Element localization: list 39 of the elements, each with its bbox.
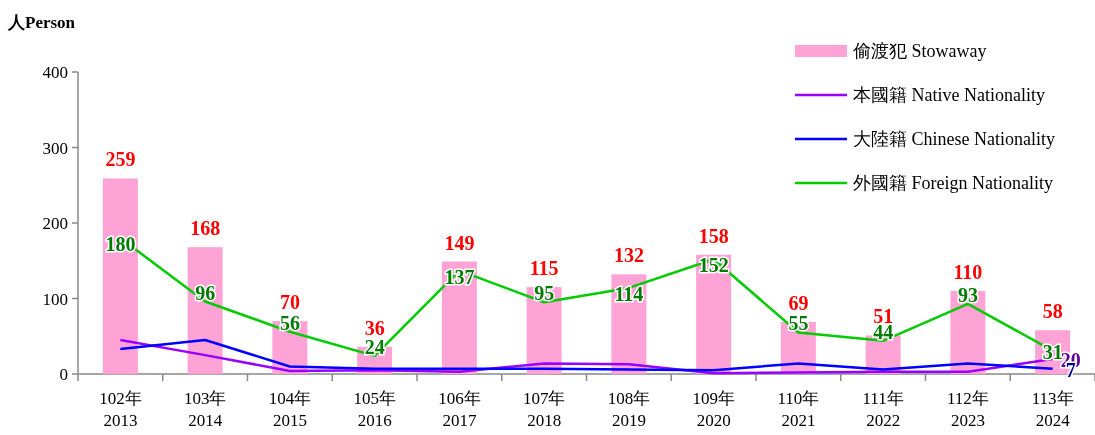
data-label: 158	[698, 224, 729, 247]
x-tick-label: 107年 2018	[522, 389, 566, 430]
x-tick-label: 105年 2016	[353, 389, 396, 430]
legend-label: 大陸籍 Chinese Nationality	[853, 129, 1055, 149]
x-tick-label: 102年 2013	[99, 389, 142, 430]
legend-label: 本國籍 Native Nationality	[853, 85, 1045, 105]
data-label: 55	[788, 312, 809, 335]
y-axis-title: 人Person	[7, 13, 76, 32]
data-label: 93	[957, 283, 978, 306]
x-tick-label: 113年 2024	[1031, 389, 1074, 430]
x-tick-label: 111年 2022	[862, 389, 904, 430]
x-tick-label: 108年 2019	[607, 389, 651, 430]
y-tick-label: 300	[42, 138, 68, 158]
x-tick-label: 103年 2014	[183, 389, 227, 430]
data-label: 168	[190, 217, 221, 240]
legend-label: 外國籍 Foreign Nationality	[853, 173, 1053, 193]
data-label: 69	[788, 291, 809, 314]
y-tick-label: 0	[59, 365, 68, 384]
legend-label: 偷渡犯 Stowaway	[853, 41, 987, 61]
y-tick-label: 400	[42, 63, 68, 82]
data-label: 132	[613, 244, 644, 267]
data-label: 149	[444, 231, 475, 254]
x-tick-label: 104年 2015	[268, 389, 312, 430]
data-label: 110	[953, 260, 983, 283]
data-label: 115	[529, 257, 559, 280]
data-label: 58	[1042, 300, 1063, 323]
data-label: 70	[279, 291, 300, 314]
x-tick-label: 109年 2020	[692, 389, 735, 430]
y-tick-label: 100	[42, 289, 68, 309]
y-tick-label: 200	[42, 214, 68, 233]
x-tick-label: 106年 2017	[438, 389, 481, 430]
data-label: 259	[105, 148, 136, 171]
x-tick-label: 112年 2023	[946, 389, 989, 430]
data-label: 95	[534, 282, 555, 305]
data-label: 56	[279, 311, 300, 334]
data-label: 114	[614, 282, 644, 305]
x-tick-label: 110年 2021	[777, 389, 820, 430]
data-label: 96	[195, 281, 216, 304]
bar	[102, 178, 138, 374]
